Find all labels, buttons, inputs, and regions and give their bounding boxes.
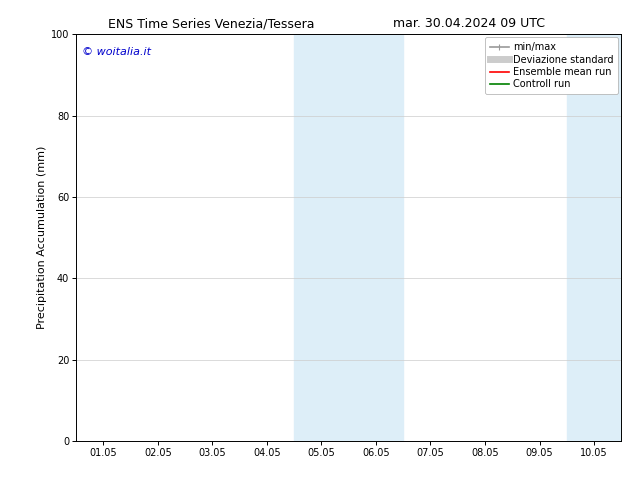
Text: © woitalia.it: © woitalia.it — [82, 47, 150, 56]
Legend: min/max, Deviazione standard, Ensemble mean run, Controll run: min/max, Deviazione standard, Ensemble m… — [485, 37, 618, 94]
Bar — [567, 34, 621, 441]
Bar — [294, 34, 403, 441]
Title: ENS Time Series Venezia/Tessera        mar. 30.04.2024 09 UTC: ENS Time Series Venezia/Tessera mar. 30.… — [0, 489, 1, 490]
Text: mar. 30.04.2024 09 UTC: mar. 30.04.2024 09 UTC — [393, 17, 545, 30]
Y-axis label: Precipitation Accumulation (mm): Precipitation Accumulation (mm) — [37, 146, 46, 329]
Text: ENS Time Series Venezia/Tessera: ENS Time Series Venezia/Tessera — [108, 17, 314, 30]
